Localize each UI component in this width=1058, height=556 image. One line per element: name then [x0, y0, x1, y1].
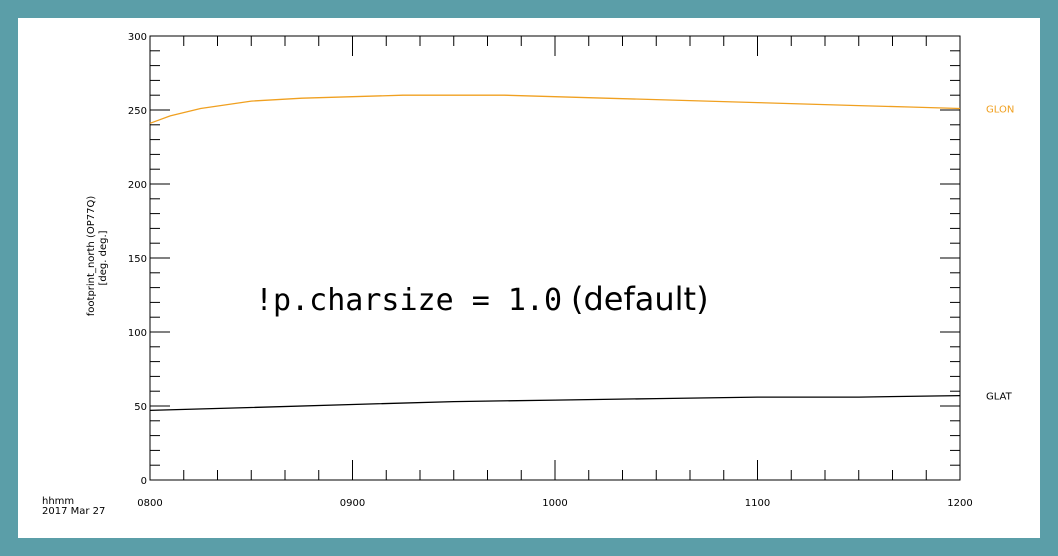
- y-tick-label: 50: [134, 402, 147, 413]
- y-tick-label: 300: [128, 32, 147, 43]
- annotation-note: (default): [571, 280, 709, 318]
- series-line-glat: [149, 394, 961, 412]
- x-tick-label: 1200: [947, 498, 972, 509]
- y-tick-label: 100: [128, 328, 147, 339]
- y-axis-ticks: 0 50 100 150 200 250 300: [128, 32, 960, 487]
- x-tick-label: 0900: [340, 498, 365, 509]
- y-axis-label: footprint_north (OP77Q): [86, 196, 97, 317]
- line-chart: 0800 0900 1000 1100 1200 050100150200250300 …: [42, 32, 1014, 517]
- series-label-glon: GLON: [986, 105, 1014, 116]
- series-lines: [149, 94, 961, 412]
- series-labels: GLON GLAT: [986, 105, 1014, 403]
- x-tick-label: 1100: [745, 498, 770, 509]
- y-tick-label: 150: [128, 254, 147, 265]
- annotation-code: !p.charsize = 1.0: [255, 283, 562, 318]
- y-tick-label: 250: [128, 106, 147, 117]
- series-label-glat: GLAT: [986, 392, 1013, 403]
- y-tick-label: 0: [141, 476, 147, 487]
- y-tick-label: 200: [128, 180, 147, 191]
- x-axis-date-label: 2017 Mar 27: [42, 506, 105, 517]
- y-axis-unit-label: [deg. deg.]: [98, 230, 109, 285]
- plot-canvas: 0800 0900 1000 1100 1200 0 50 100 150 200 250 300 …: [18, 18, 1040, 538]
- x-axis-ticks: 0800 0900 1000 1100 1200: [137, 36, 973, 509]
- plot-frame: [149, 35, 961, 481]
- x-tick-label: 0800: [137, 498, 162, 509]
- series-line-glon: [149, 94, 961, 124]
- x-tick-label: 1000: [542, 498, 567, 509]
- x-axis-label: hhmm: [42, 496, 74, 507]
